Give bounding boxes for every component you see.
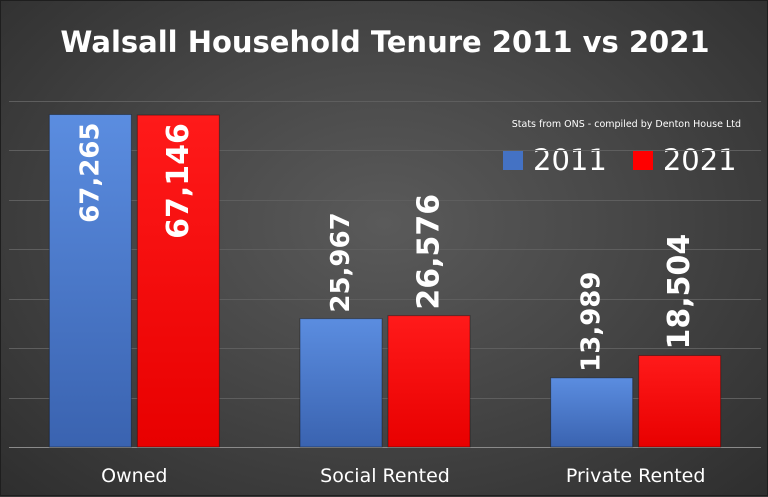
legend-label-2011: 2011 (533, 143, 607, 177)
bar-2011-owned (48, 114, 132, 448)
bar-2021-social-rented (387, 315, 471, 448)
chart-title: Walsall Household Tenure 2011 vs 2021 (60, 25, 710, 59)
data-label: 18,504 (662, 234, 697, 350)
legend-label-2021: 2021 (662, 143, 737, 177)
legend-item-2011: 2011 (503, 143, 607, 177)
legend-item-2021: 2021 (632, 143, 737, 177)
x-tick-label: Owned (101, 465, 167, 487)
chart-subtitle: Stats from ONS - compiled by Denton Hous… (511, 119, 741, 130)
bar-2011-social-rented (299, 318, 383, 448)
legend-swatch-2021 (632, 150, 653, 170)
legend: 2011 2021 (503, 143, 763, 177)
data-label: 67,146 (161, 123, 196, 239)
bar-2011-private-rented (550, 377, 634, 448)
data-label: 26,576 (412, 194, 447, 310)
data-label: 13,989 (577, 272, 607, 372)
data-label: 25,967 (326, 212, 356, 312)
bar-2021-owned (136, 114, 220, 448)
x-tick-label: Private Rented (566, 465, 706, 487)
data-label: 67,265 (75, 123, 105, 223)
legend-swatch-2011 (503, 150, 523, 170)
bar-2021-private-rented (638, 355, 722, 448)
x-tick-label: Social Rented (320, 465, 450, 487)
